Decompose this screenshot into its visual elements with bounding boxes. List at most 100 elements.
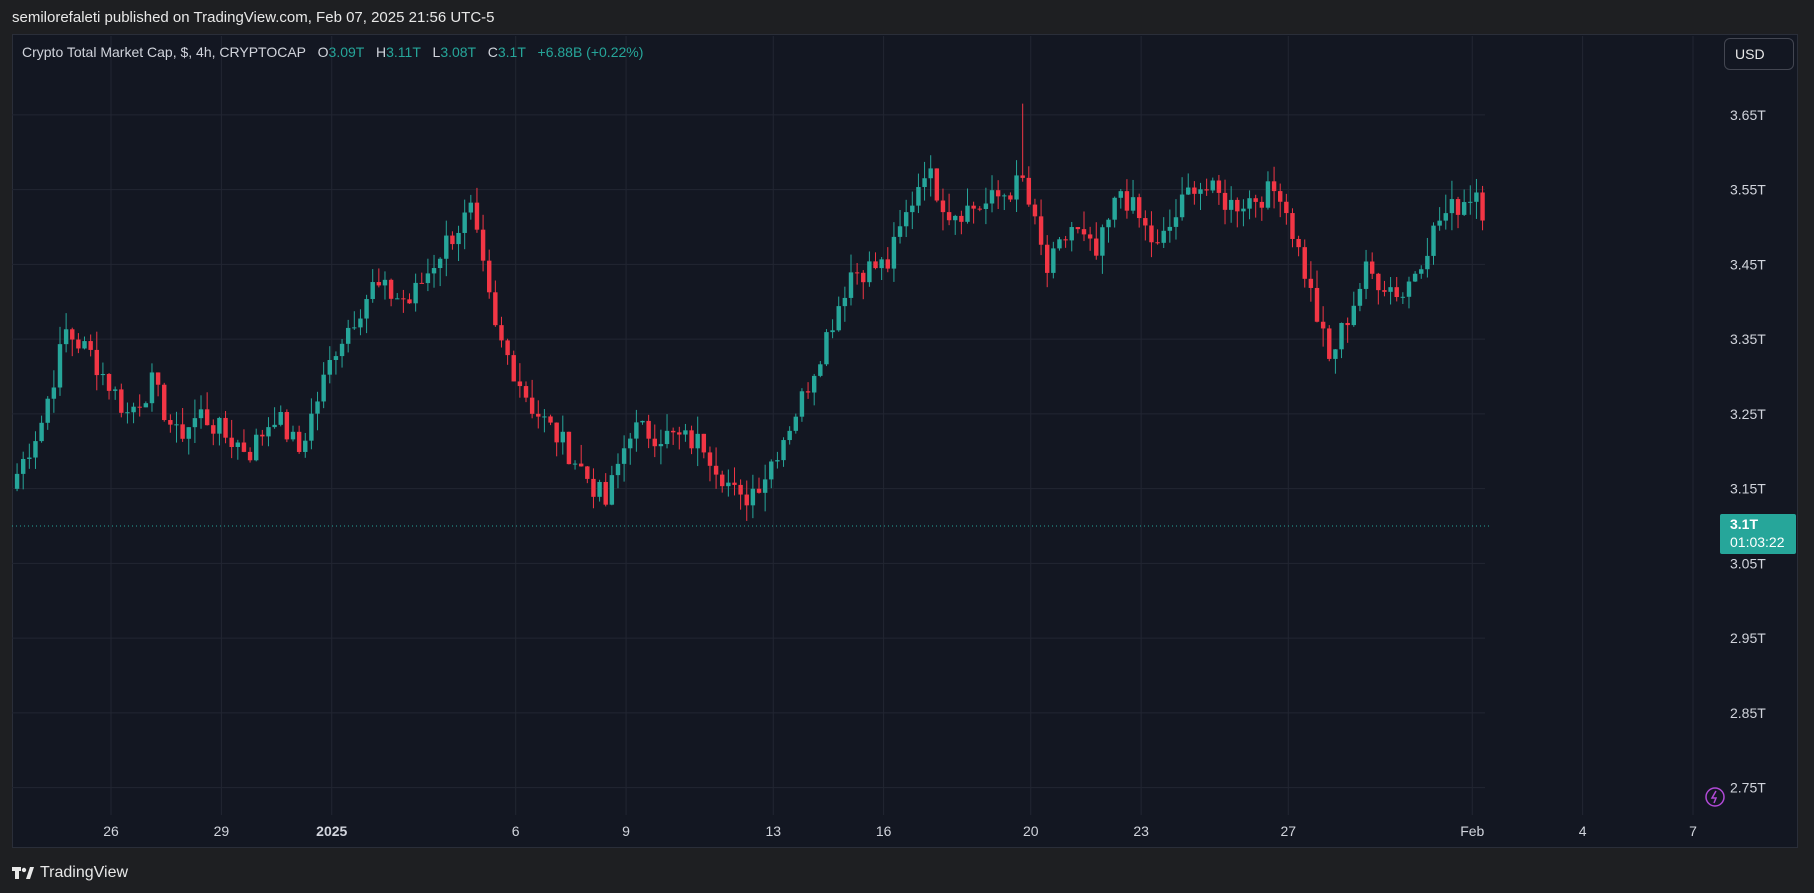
- candle-body: [1351, 305, 1357, 326]
- candle: [1382, 280, 1387, 297]
- y-tick-label: 3.15T: [1730, 481, 1766, 497]
- candle: [1406, 276, 1412, 309]
- candle-body: [1069, 227, 1074, 241]
- candle-body: [536, 413, 541, 417]
- candle: [174, 411, 179, 443]
- candle-body: [628, 438, 633, 449]
- candle-body: [1106, 219, 1111, 228]
- candle-body: [419, 282, 424, 284]
- candle: [1474, 178, 1479, 219]
- candle-body: [1437, 220, 1442, 226]
- currency-button[interactable]: USD: [1724, 38, 1794, 70]
- candle-body: [621, 448, 627, 464]
- candle: [670, 427, 676, 445]
- candle-body: [1474, 192, 1479, 202]
- candle-body: [1394, 287, 1399, 298]
- candle-body: [1179, 194, 1185, 218]
- candle: [260, 429, 265, 446]
- candle: [1032, 198, 1038, 225]
- candle-body: [321, 374, 326, 402]
- candle: [1308, 261, 1314, 302]
- candle: [732, 467, 737, 496]
- y-tick-label: 3.45T: [1730, 256, 1766, 272]
- candle-body: [542, 416, 547, 418]
- candle-body: [695, 433, 700, 449]
- candle-body: [487, 260, 492, 293]
- candle: [769, 459, 774, 489]
- candle: [554, 422, 559, 457]
- candle: [376, 268, 382, 288]
- candle-body: [1241, 208, 1246, 212]
- x-tick-label: 13: [765, 823, 781, 839]
- candle-body: [1002, 195, 1007, 197]
- candle-body: [14, 473, 20, 489]
- candle: [431, 254, 437, 288]
- candle: [395, 293, 400, 300]
- candle-body: [1155, 242, 1160, 244]
- candle: [713, 447, 719, 489]
- brand-label: TradingView: [40, 863, 129, 881]
- candle: [345, 319, 351, 353]
- flash-icon[interactable]: [1705, 787, 1725, 807]
- candle-body: [1369, 261, 1375, 274]
- candle: [1388, 277, 1393, 305]
- candle: [70, 327, 75, 357]
- candle: [1431, 222, 1436, 265]
- candle-body: [983, 203, 989, 210]
- candle: [149, 363, 155, 412]
- candle: [474, 187, 480, 233]
- flash-icon-bolt: [1710, 790, 1718, 804]
- candle-body: [854, 272, 860, 274]
- candle: [333, 351, 339, 375]
- candle: [82, 336, 87, 350]
- candle-body: [603, 481, 608, 505]
- candle-body: [474, 202, 480, 230]
- candle: [940, 188, 946, 231]
- y-tick-label: 3.35T: [1730, 331, 1766, 347]
- candle: [321, 362, 326, 409]
- candle-body: [51, 387, 57, 399]
- candle: [1314, 270, 1320, 323]
- candle: [1149, 211, 1154, 258]
- candle: [1002, 193, 1007, 211]
- candle-body: [916, 187, 921, 206]
- y-tick-label: 3.55T: [1730, 182, 1766, 198]
- candle-body: [162, 384, 167, 421]
- candle-body: [352, 327, 357, 329]
- candle-body: [223, 417, 228, 438]
- candle-body: [1308, 278, 1314, 288]
- candle: [953, 214, 958, 235]
- candle: [1468, 185, 1473, 215]
- symbol-name[interactable]: Crypto Total Market Cap, $, 4h, CRYPTOCA…: [22, 44, 306, 60]
- candle: [1259, 196, 1265, 221]
- candle-body: [1222, 192, 1228, 210]
- candle-body: [388, 279, 394, 299]
- y-tick-label: 3.65T: [1730, 107, 1766, 123]
- candle-body: [971, 205, 976, 209]
- candle-body: [425, 273, 431, 284]
- candle-body: [413, 282, 418, 304]
- grid-lines: [12, 36, 1694, 815]
- candle: [425, 258, 431, 292]
- candle: [916, 173, 921, 214]
- candle: [1124, 179, 1130, 219]
- candle-body: [364, 299, 369, 319]
- candle: [1198, 182, 1203, 210]
- candle-body: [149, 372, 155, 404]
- candle-body: [119, 389, 124, 413]
- candle-body: [775, 460, 780, 462]
- y-tick-label: 3.25T: [1730, 406, 1766, 422]
- candle: [39, 415, 44, 443]
- candle: [536, 400, 541, 429]
- candle-body: [1167, 226, 1173, 231]
- candle-body: [830, 330, 835, 333]
- candle-body: [480, 229, 486, 261]
- tradingview-brand[interactable]: TradingView: [12, 864, 128, 882]
- candle-body: [450, 235, 455, 245]
- candle: [278, 405, 283, 427]
- candle-body: [260, 434, 265, 437]
- candle: [1063, 235, 1068, 248]
- x-tick-label: 20: [1023, 823, 1039, 839]
- candle: [1051, 241, 1056, 279]
